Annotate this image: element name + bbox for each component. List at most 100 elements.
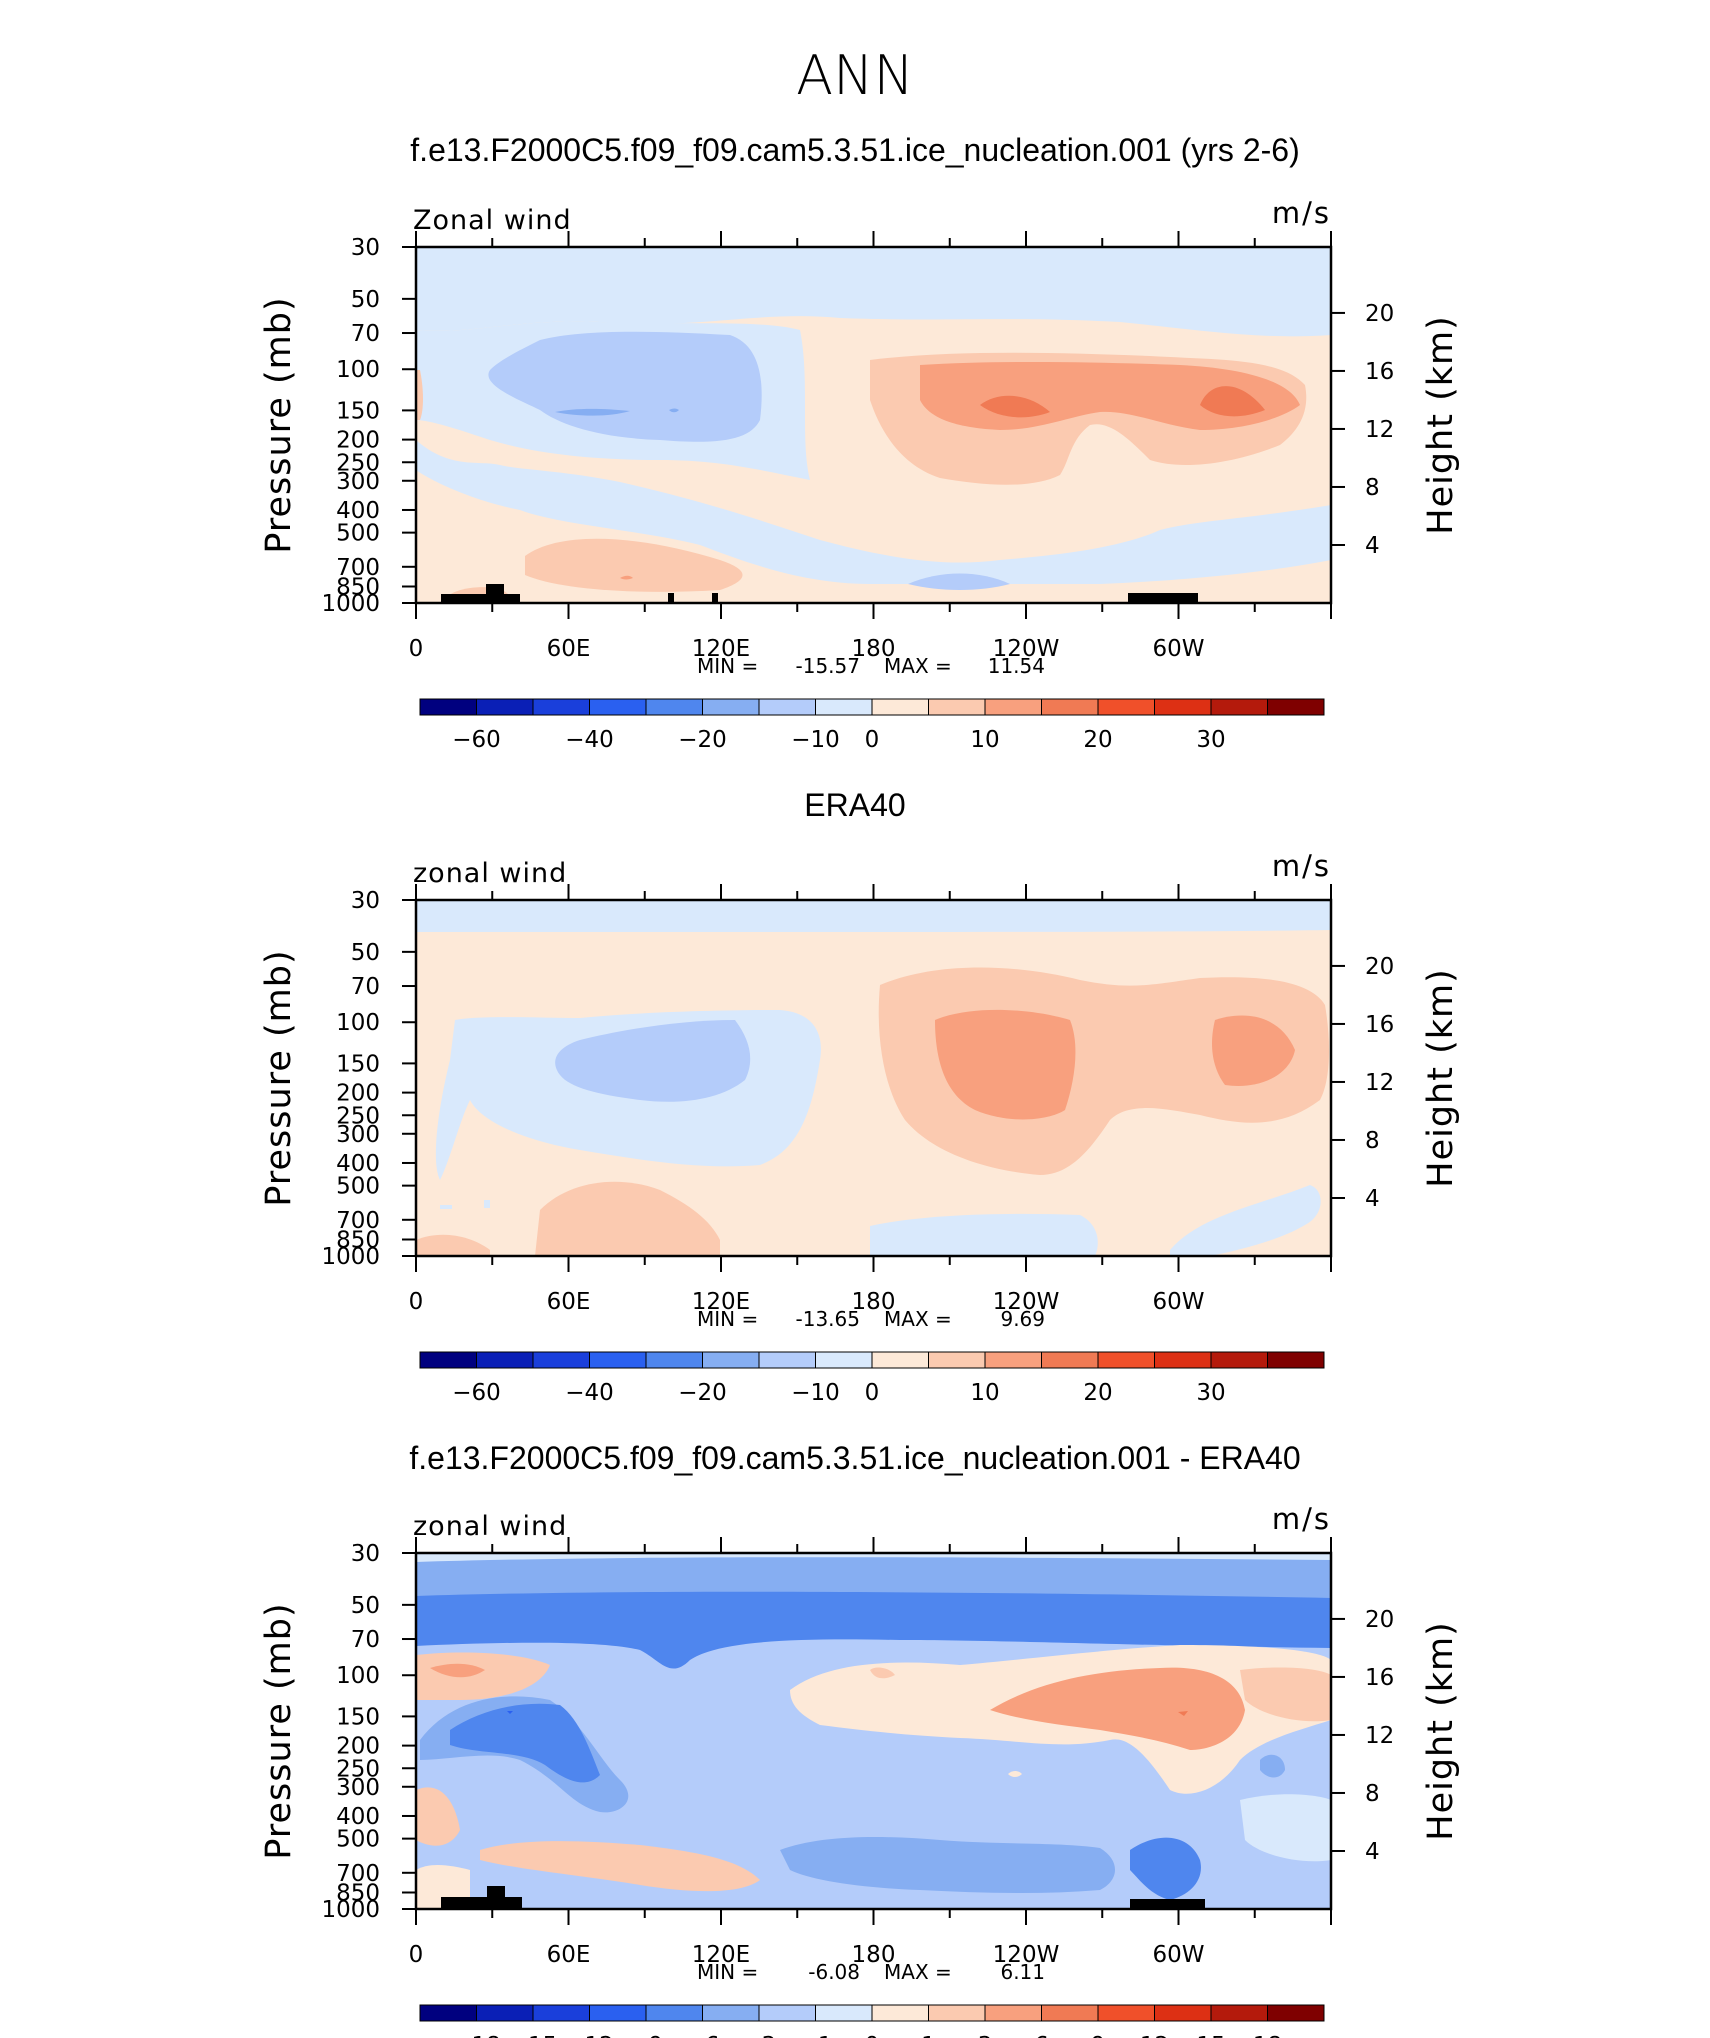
lon-tick-label: 60W bbox=[1152, 1289, 1204, 1315]
colorbar-swatch bbox=[645, 1351, 703, 1369]
pressure-tick-label: 400 bbox=[336, 1151, 380, 1177]
pressure-tick-label: 400 bbox=[336, 498, 380, 524]
colorbar-label: −3 bbox=[742, 2033, 776, 2038]
colorbar-label: −40 bbox=[565, 1380, 614, 1406]
height-tick-label: 16 bbox=[1365, 1665, 1394, 1691]
colorbar-swatch bbox=[1097, 2004, 1155, 2022]
lon-tick-label: 180 bbox=[852, 1289, 896, 1315]
colorbar-swatch bbox=[984, 698, 1042, 716]
y-left-axis-label: Pressure (mb) bbox=[259, 949, 299, 1206]
colorbar-swatch bbox=[419, 1351, 477, 1369]
colorbar-label: 9 bbox=[1091, 2033, 1106, 2038]
pressure-tick-label: 250 bbox=[336, 450, 380, 476]
pressure-tick-label: 30 bbox=[351, 1541, 380, 1567]
contour-fill-panel-2 bbox=[416, 900, 1331, 1256]
pressure-tick-label: 1000 bbox=[321, 591, 380, 617]
min-value: -15.57 bbox=[796, 654, 860, 678]
colorbar-label: 20 bbox=[1083, 727, 1112, 753]
colorbar-swatch bbox=[702, 1351, 760, 1369]
panel-title: f.e13.F2000C5.f09_f09.cam5.3.51.ice_nucl… bbox=[409, 1440, 1300, 1476]
colorbar-swatch bbox=[984, 1351, 1042, 1369]
colorbar-label: −10 bbox=[791, 727, 840, 753]
colorbar-swatch bbox=[1267, 698, 1325, 716]
colorbar-swatch bbox=[419, 698, 477, 716]
lon-tick-label: 120E bbox=[692, 1289, 750, 1315]
height-tick-label: 16 bbox=[1365, 359, 1394, 385]
variable-label: zonal wind bbox=[413, 1511, 567, 1542]
colorbar-label: 3 bbox=[978, 2033, 993, 2038]
colorbar-swatch bbox=[1210, 1351, 1268, 1369]
pressure-tick-label: 30 bbox=[351, 235, 380, 261]
colorbar-swatch bbox=[1210, 698, 1268, 716]
colorbar-swatch bbox=[758, 698, 816, 716]
colorbar-swatch bbox=[871, 2004, 929, 2022]
colorbar-label: −15 bbox=[509, 2033, 558, 2038]
variable-label: zonal wind bbox=[413, 858, 567, 889]
colorbar-label: −60 bbox=[452, 1380, 501, 1406]
lon-tick-label: 180 bbox=[852, 1942, 896, 1968]
colorbar-label: 15 bbox=[1196, 2033, 1225, 2038]
colorbar-swatch bbox=[871, 1351, 929, 1369]
colorbar-label: 12 bbox=[1140, 2033, 1169, 2038]
colorbar-swatch bbox=[815, 698, 873, 716]
colorbar-swatch bbox=[645, 2004, 703, 2022]
colorbar-swatch bbox=[589, 1351, 647, 1369]
height-tick-label: 4 bbox=[1365, 1839, 1380, 1865]
colorbar-label: −18 bbox=[452, 2033, 501, 2038]
height-tick-label: 12 bbox=[1365, 1723, 1394, 1749]
pressure-tick-label: 400 bbox=[336, 1804, 380, 1830]
pressure-tick-label: 30 bbox=[351, 888, 380, 914]
colorbar-3: −18 −15 −12 −9 −6 −3 −1 0 1 3 6 9 12 15 18 bbox=[419, 2004, 1325, 2038]
colorbar-label: 30 bbox=[1196, 727, 1225, 753]
colorbar-swatch bbox=[1041, 1351, 1099, 1369]
colorbar-swatch bbox=[1041, 698, 1099, 716]
lon-tick-label: 120W bbox=[993, 1942, 1060, 1968]
colorbar-swatch bbox=[419, 2004, 477, 2022]
y-right-axis-label: Height (km) bbox=[1421, 1621, 1461, 1841]
pressure-tick-label: 70 bbox=[351, 974, 380, 1000]
height-tick-label: 4 bbox=[1365, 533, 1380, 559]
colorbar-label: 0 bbox=[865, 727, 880, 753]
colorbar-label: 10 bbox=[970, 1380, 999, 1406]
pressure-tick-label: 200 bbox=[336, 1081, 380, 1107]
max-label: MAX = bbox=[884, 1307, 952, 1331]
pressure-tick-label: 850 bbox=[336, 1228, 380, 1254]
min-value: -6.08 bbox=[808, 1960, 860, 1984]
lon-tick-label: 60E bbox=[547, 1289, 591, 1315]
colorbar-swatch bbox=[928, 698, 986, 716]
pressure-tick-label: 500 bbox=[336, 1174, 380, 1200]
max-value: 9.69 bbox=[1000, 1307, 1045, 1331]
colorbar-label: 10 bbox=[970, 727, 999, 753]
y-left-axis-label: Pressure (mb) bbox=[259, 296, 299, 553]
units-label: m/s bbox=[1272, 196, 1331, 230]
variable-label: Zonal wind bbox=[413, 205, 572, 236]
lon-tick-label: 120E bbox=[692, 636, 750, 662]
pressure-tick-label: 700 bbox=[336, 1861, 380, 1887]
pressure-tick-label: 300 bbox=[336, 1122, 380, 1148]
pressure-tick-label: 700 bbox=[336, 1208, 380, 1234]
max-value: 11.54 bbox=[988, 654, 1045, 678]
colorbar-label: 0 bbox=[865, 2033, 880, 2038]
height-tick-label: 20 bbox=[1365, 954, 1394, 980]
pressure-tick-label: 50 bbox=[351, 287, 380, 313]
colorbar-swatch bbox=[532, 1351, 590, 1369]
pressure-tick-label: 300 bbox=[336, 469, 380, 495]
lon-tick-label: 0 bbox=[409, 636, 424, 662]
colorbar-swatch bbox=[928, 1351, 986, 1369]
colorbar-label: −60 bbox=[452, 727, 501, 753]
colorbar-swatch bbox=[928, 2004, 986, 2022]
colorbar-1: −60 −40 −20 −10 0 10 20 30 bbox=[419, 698, 1325, 753]
pressure-tick-label: 150 bbox=[336, 1051, 380, 1077]
colorbar-label: −1 bbox=[799, 2033, 833, 2038]
colorbar-swatch bbox=[1267, 1351, 1325, 1369]
pressure-tick-label: 50 bbox=[351, 940, 380, 966]
pressure-tick-label: 850 bbox=[336, 575, 380, 601]
pressure-tick-label: 150 bbox=[336, 398, 380, 424]
axes-layer: f.e13.F2000C5.f09_f09.cam5.3.51.ice_nucl… bbox=[259, 132, 1461, 1984]
height-tick-label: 8 bbox=[1365, 1781, 1380, 1807]
pressure-tick-label: 70 bbox=[351, 321, 380, 347]
colorbar-swatch bbox=[702, 2004, 760, 2022]
colorbar-swatch bbox=[1154, 2004, 1212, 2022]
